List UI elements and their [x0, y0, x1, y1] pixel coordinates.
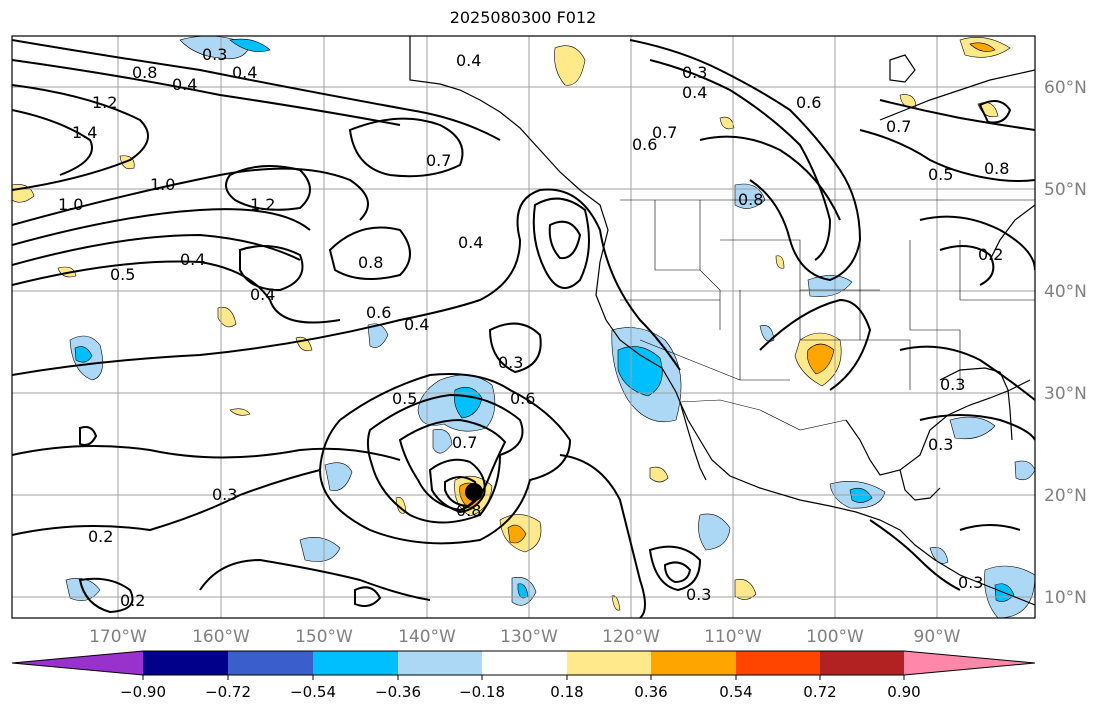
lon-label: 120°W — [602, 627, 660, 647]
lon-label: 160°W — [192, 627, 250, 647]
colorbar-tick-label: 0.90 — [887, 683, 920, 701]
storm-center-marker — [465, 483, 483, 501]
colorbar-tick-label: 0.18 — [550, 683, 583, 701]
map-panel: 0.3 0.4 0.8 0.4 1.2 1.4 1.0 1.0 1.2 0.5 … — [12, 36, 1035, 618]
contour-label: 0.4 — [682, 83, 707, 102]
colorbar-tick-label: −0.54 — [290, 683, 336, 701]
contour-label: 0.7 — [426, 151, 451, 170]
lon-label: 90°W — [914, 627, 961, 647]
contour-label: 1.2 — [92, 93, 117, 112]
lat-label: 40°N — [1044, 282, 1087, 302]
lon-label: 130°W — [500, 627, 558, 647]
contour-label: 0.4 — [456, 51, 481, 70]
contour-label: 0.6 — [366, 303, 391, 322]
contour-label: 0.6 — [510, 389, 535, 408]
colorbar-segment — [228, 651, 313, 675]
lat-label: 50°N — [1044, 180, 1087, 200]
colorbar-tick-label: 0.54 — [719, 683, 752, 701]
contour-label: 0.4 — [250, 285, 275, 304]
colorbar-tick-label: −0.90 — [120, 683, 166, 701]
contour-label: 0.3 — [498, 353, 523, 372]
lat-label: 30°N — [1044, 384, 1087, 404]
contour-label: 1.0 — [150, 175, 175, 194]
lat-label: 10°N — [1044, 588, 1087, 608]
contour-lines — [12, 39, 1035, 618]
contour-label: 0.3 — [928, 435, 953, 454]
lon-label: 110°W — [704, 627, 762, 647]
lat-label: 60°N — [1044, 78, 1087, 98]
contour-label: 0.3 — [958, 573, 983, 592]
colorbar-segment — [567, 651, 651, 675]
contour-label: 0.4 — [180, 250, 205, 269]
contour-label: 0.2 — [978, 245, 1003, 264]
contour-label: 0.3 — [682, 63, 707, 82]
contour-label: 0.8 — [738, 190, 763, 209]
contour-label: 0.5 — [928, 165, 953, 184]
contour-label: 0.6 — [796, 93, 821, 112]
colorbar-tick-label: −0.72 — [205, 683, 251, 701]
map-frame — [11, 35, 1036, 619]
contour-label: 0.2 — [120, 591, 145, 610]
colorbar-segment — [398, 651, 482, 675]
coastlines — [409, 36, 1035, 606]
lon-label: 140°W — [398, 627, 456, 647]
longitude-labels: 170°W 160°W 150°W 140°W 130°W 120°W 110°… — [89, 627, 961, 647]
contour-label: 0.3 — [202, 45, 227, 64]
lon-label: 150°W — [295, 627, 353, 647]
latitude-labels: 60°N 50°N 40°N 30°N 20°N 10°N — [1044, 78, 1087, 608]
contour-label: 0.2 — [88, 527, 113, 546]
contour-label: 0.7 — [886, 117, 911, 136]
contour-label: 0.6 — [632, 135, 657, 154]
colorbar-segment — [651, 651, 736, 675]
colorbar-segment — [143, 651, 228, 675]
contour-label: 0.8 — [132, 63, 157, 82]
contour-label: 1.4 — [72, 123, 97, 142]
colorbar-tick-label: −0.18 — [459, 683, 505, 701]
contour-label: 0.5 — [392, 389, 417, 408]
colorbar-tick-label: −0.36 — [375, 683, 421, 701]
state-borders — [620, 199, 1035, 431]
colorbar-segment — [313, 651, 398, 675]
colorbar-segment — [736, 651, 820, 675]
contour-label: 0.3 — [686, 585, 711, 604]
colorbar-segment — [820, 651, 904, 675]
contour-label: 0.4 — [404, 315, 429, 334]
contour-label: 0.8 — [358, 253, 383, 272]
contour-label: 0.7 — [452, 433, 477, 452]
contour-label-group: 0.3 0.4 0.8 0.4 1.2 1.4 1.0 1.0 1.2 0.5 … — [58, 45, 1009, 610]
lon-label: 100°W — [806, 627, 864, 647]
colorbar-tick-label: 0.72 — [803, 683, 836, 701]
map-title: 2025080300 F012 — [449, 8, 597, 27]
contour-label: 0.8 — [984, 159, 1009, 178]
contour-label: 0.4 — [458, 233, 483, 252]
lat-label: 20°N — [1044, 486, 1087, 506]
colorbar-segment — [482, 651, 567, 675]
colorbar-extend-min — [12, 651, 143, 675]
colorbar-extend-max — [904, 651, 1035, 675]
contour-label: 1.2 — [250, 195, 275, 214]
contour-label: 0.4 — [232, 63, 257, 82]
contour-label: 1.0 — [58, 195, 83, 214]
contour-label: 0.5 — [110, 265, 135, 284]
lon-label: 170°W — [89, 627, 147, 647]
contour-label: 0.3 — [940, 375, 965, 394]
contour-label: 0.4 — [172, 75, 197, 94]
colorbar: −0.90 −0.72 −0.54 −0.36 −0.18 0.18 0.36 … — [11, 650, 1036, 701]
colorbar-tick-label: 0.36 — [634, 683, 667, 701]
contour-label: 0.3 — [212, 485, 237, 504]
contour-label: 0.8 — [456, 501, 481, 520]
contour-label: 0.7 — [652, 123, 677, 142]
